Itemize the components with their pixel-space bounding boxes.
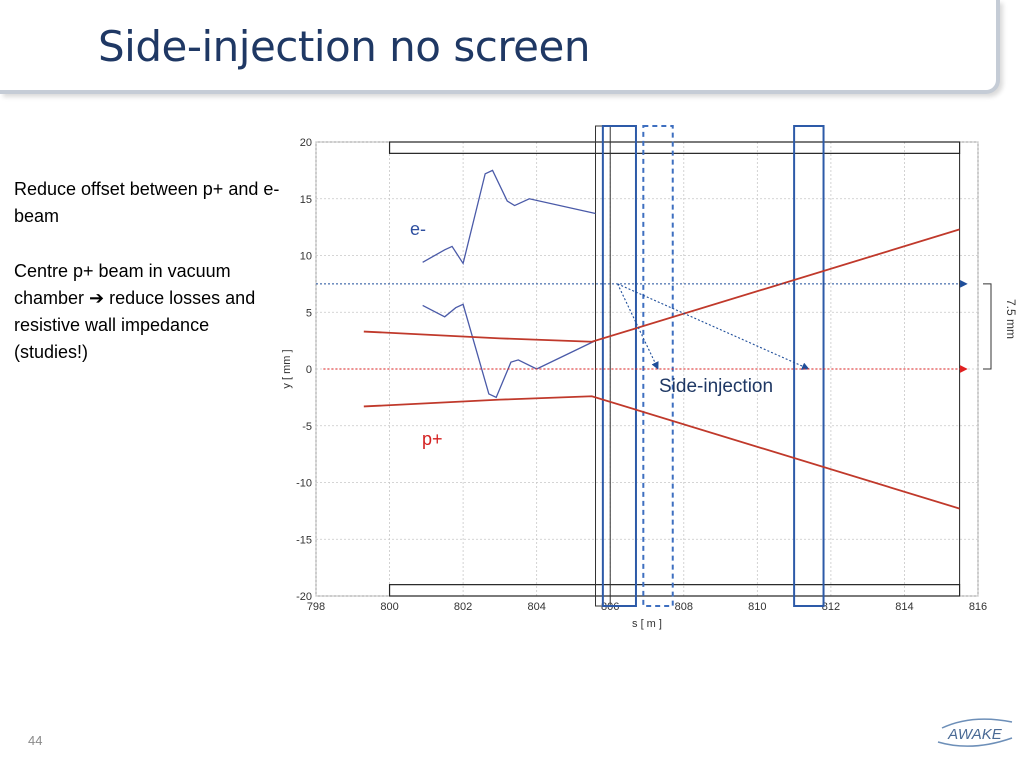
slide-title: Side-injection no screen bbox=[98, 22, 590, 71]
side-injection-label: Side-injection bbox=[659, 376, 773, 397]
element-box bbox=[601, 125, 637, 607]
x-tick-label: 804 bbox=[527, 601, 545, 613]
note-centre-beam: Centre p+ beam in vacuum chamber ➔ reduc… bbox=[14, 261, 256, 362]
p-plus-envelope bbox=[363, 395, 960, 510]
e-minus-envelope bbox=[422, 169, 596, 266]
p-plus-label: p+ bbox=[422, 429, 443, 449]
y-tick-label: 5 bbox=[306, 307, 312, 319]
x-tick-label: 816 bbox=[969, 601, 987, 613]
y-tick-label: 15 bbox=[300, 194, 312, 206]
beam-trajectory-plot: 798 800 802 804 806 808 810 812 814 81620151050-5… bbox=[281, 125, 1018, 630]
x-tick-label: 814 bbox=[895, 601, 913, 613]
x-tick-label: 800 bbox=[380, 601, 398, 613]
y-axis-label: y [ mm ] bbox=[281, 349, 293, 388]
awake-logo: AWAKE bbox=[937, 718, 1013, 747]
x-tick-label: 812 bbox=[822, 601, 840, 613]
offset-label: 7.5 mm bbox=[1004, 299, 1018, 339]
x-tick-label: 810 bbox=[748, 601, 766, 613]
x-tick-label: 802 bbox=[454, 601, 472, 613]
x-axis-label: s [ m ] bbox=[632, 618, 662, 630]
page-number: 44 bbox=[28, 733, 43, 748]
y-tick-label: -10 bbox=[296, 478, 312, 490]
chamber-wall-top bbox=[388, 141, 961, 154]
chamber-wall-bottom bbox=[388, 584, 961, 597]
element-box bbox=[642, 125, 674, 607]
y-tick-label: 0 bbox=[306, 364, 312, 376]
x-tick-label: 798 bbox=[307, 601, 325, 613]
element-box bbox=[793, 125, 825, 607]
y-tick-label: -15 bbox=[296, 534, 312, 546]
x-tick-label: 808 bbox=[675, 601, 693, 613]
title-bar: Side-injection no screen bbox=[0, 0, 1000, 94]
svg-text:AWAKE: AWAKE bbox=[947, 726, 1003, 743]
p-plus-envelope bbox=[363, 228, 960, 343]
axis-ticks: 798 800 802 804 806 808 810 812 814 81620151050-5… bbox=[296, 137, 987, 613]
note-reduce-offset: Reduce offset between p+ and e- beam bbox=[14, 179, 280, 226]
e-minus-label: e- bbox=[410, 219, 426, 239]
plot-area bbox=[315, 141, 979, 597]
e-minus-envelope bbox=[422, 303, 596, 399]
offset-bracket bbox=[983, 283, 992, 370]
y-tick-label: -5 bbox=[302, 421, 312, 433]
y-tick-label: -20 bbox=[296, 591, 312, 603]
side-injection-path bbox=[617, 283, 810, 370]
plot-marks bbox=[316, 125, 992, 607]
y-tick-label: 20 bbox=[300, 137, 312, 149]
y-tick-label: 10 bbox=[300, 251, 312, 263]
